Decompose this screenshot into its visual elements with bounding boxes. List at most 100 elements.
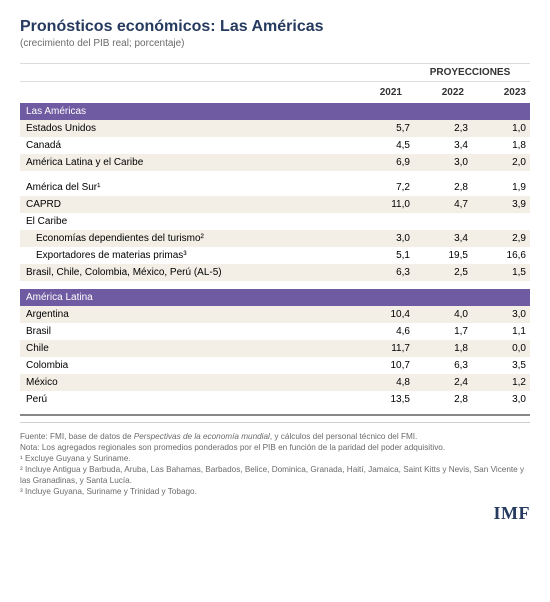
divider bbox=[20, 414, 530, 423]
row-value: 4,6 bbox=[356, 323, 414, 340]
row-label: El Caribe bbox=[20, 213, 356, 230]
table-row: México4,82,41,2 bbox=[20, 374, 530, 391]
row-value: 10,4 bbox=[356, 306, 414, 323]
row-value: 2,8 bbox=[414, 179, 472, 196]
row-value: 1,8 bbox=[472, 137, 530, 154]
table-row: Perú13,52,83,0 bbox=[20, 391, 530, 408]
row-value: 1,5 bbox=[472, 264, 530, 281]
row-value: 19,5 bbox=[414, 247, 472, 264]
page: Pronósticos económicos: Las Américas (cr… bbox=[0, 0, 550, 538]
source-italic: Perspectivas de la economía mundial bbox=[134, 432, 270, 441]
source-pre: Fuente: FMI, base de datos de bbox=[20, 432, 134, 441]
row-value: 0,0 bbox=[472, 340, 530, 357]
row-label: Chile bbox=[20, 340, 356, 357]
projections-band: PROYECCIONES bbox=[20, 63, 530, 82]
row-label: Exportadores de materias primas³ bbox=[20, 247, 356, 264]
row-label: Economías dependientes del turismo² bbox=[20, 230, 356, 247]
table-row: América Latina y el Caribe6,93,02,0 bbox=[20, 154, 530, 171]
row-value: 3,9 bbox=[472, 196, 530, 213]
page-subtitle: (crecimiento del PIB real; porcentaje) bbox=[20, 38, 530, 49]
row-label: México bbox=[20, 374, 356, 391]
row-value: 6,9 bbox=[356, 154, 414, 171]
row-label: América del Sur¹ bbox=[20, 179, 356, 196]
row-value: 5,1 bbox=[356, 247, 414, 264]
row-value: 3,0 bbox=[472, 306, 530, 323]
row-label: Canadá bbox=[20, 137, 356, 154]
row-value: 7,2 bbox=[356, 179, 414, 196]
row-value: 3,4 bbox=[414, 137, 472, 154]
row-value: 3,0 bbox=[414, 154, 472, 171]
row-value: 1,2 bbox=[472, 374, 530, 391]
row-value: 11,0 bbox=[356, 196, 414, 213]
row-value: 6,3 bbox=[414, 357, 472, 374]
table-row: Canadá4,53,41,8 bbox=[20, 137, 530, 154]
row-value: 4,0 bbox=[414, 306, 472, 323]
data-table: Las AméricasEstados Unidos5,72,31,0Canad… bbox=[20, 103, 530, 408]
row-value bbox=[472, 213, 530, 230]
row-label: CAPRD bbox=[20, 196, 356, 213]
row-label: Perú bbox=[20, 391, 356, 408]
row-value: 10,7 bbox=[356, 357, 414, 374]
row-value: 5,7 bbox=[356, 120, 414, 137]
row-value bbox=[356, 213, 414, 230]
section-header: Las Américas bbox=[20, 103, 530, 120]
row-value: 16,6 bbox=[472, 247, 530, 264]
year-col-2: 2023 bbox=[468, 82, 530, 103]
row-value: 2,0 bbox=[472, 154, 530, 171]
note-line: Nota: Los agregados regionales son prome… bbox=[20, 442, 530, 453]
footnotes: Fuente: FMI, base de datos de Perspectiv… bbox=[20, 431, 530, 497]
table-row: Argentina10,44,03,0 bbox=[20, 306, 530, 323]
row-label: Argentina bbox=[20, 306, 356, 323]
row-value: 3,0 bbox=[472, 391, 530, 408]
footnote-2: ² Incluye Antigua y Barbuda, Aruba, Las … bbox=[20, 464, 530, 486]
row-value: 2,8 bbox=[414, 391, 472, 408]
table-row: CAPRD11,04,73,9 bbox=[20, 196, 530, 213]
footnote-3: ³ Incluye Guyana, Suriname y Trinidad y … bbox=[20, 486, 530, 497]
section-header: América Latina bbox=[20, 289, 530, 306]
row-value: 3,0 bbox=[356, 230, 414, 247]
table-row: El Caribe bbox=[20, 213, 530, 230]
spacer-row bbox=[20, 281, 530, 289]
row-value: 1,8 bbox=[414, 340, 472, 357]
row-value: 6,3 bbox=[356, 264, 414, 281]
row-label: América Latina y el Caribe bbox=[20, 154, 356, 171]
row-value: 2,3 bbox=[414, 120, 472, 137]
row-value: 2,4 bbox=[414, 374, 472, 391]
table-row: América del Sur¹7,22,81,9 bbox=[20, 179, 530, 196]
row-value: 1,9 bbox=[472, 179, 530, 196]
footnote-1: ¹ Excluye Guyana y Suriname. bbox=[20, 453, 530, 464]
row-value: 3,4 bbox=[414, 230, 472, 247]
section-header-label: América Latina bbox=[20, 289, 530, 306]
row-value: 2,5 bbox=[414, 264, 472, 281]
row-value: 4,5 bbox=[356, 137, 414, 154]
year-col-0: 2021 bbox=[344, 82, 406, 103]
row-value bbox=[414, 213, 472, 230]
row-value: 2,9 bbox=[472, 230, 530, 247]
row-value: 4,7 bbox=[414, 196, 472, 213]
table-row: Brasil4,61,71,1 bbox=[20, 323, 530, 340]
page-title: Pronósticos económicos: Las Américas bbox=[20, 18, 530, 36]
row-value: 3,5 bbox=[472, 357, 530, 374]
row-value: 1,1 bbox=[472, 323, 530, 340]
section-header-label: Las Américas bbox=[20, 103, 530, 120]
spacer-row bbox=[20, 171, 530, 179]
imf-logo: IMF bbox=[20, 503, 530, 524]
row-value: 11,7 bbox=[356, 340, 414, 357]
row-value: 13,5 bbox=[356, 391, 414, 408]
row-label: Colombia bbox=[20, 357, 356, 374]
table-row: Chile11,71,80,0 bbox=[20, 340, 530, 357]
row-value: 4,8 bbox=[356, 374, 414, 391]
year-col-1: 2022 bbox=[406, 82, 468, 103]
row-value: 1,0 bbox=[472, 120, 530, 137]
table-row: Exportadores de materias primas³5,119,51… bbox=[20, 247, 530, 264]
row-label: Brasil, Chile, Colombia, México, Perú (A… bbox=[20, 264, 356, 281]
source-line: Fuente: FMI, base de datos de Perspectiv… bbox=[20, 431, 530, 442]
projections-label: PROYECCIONES bbox=[426, 64, 515, 81]
row-label: Estados Unidos bbox=[20, 120, 356, 137]
table-row: Economías dependientes del turismo²3,03,… bbox=[20, 230, 530, 247]
year-header-row: 2021 2022 2023 bbox=[20, 82, 530, 103]
row-value: 1,7 bbox=[414, 323, 472, 340]
table-row: Brasil, Chile, Colombia, México, Perú (A… bbox=[20, 264, 530, 281]
table-row: Estados Unidos5,72,31,0 bbox=[20, 120, 530, 137]
source-post: , y cálculos del personal técnico del FM… bbox=[270, 432, 417, 441]
